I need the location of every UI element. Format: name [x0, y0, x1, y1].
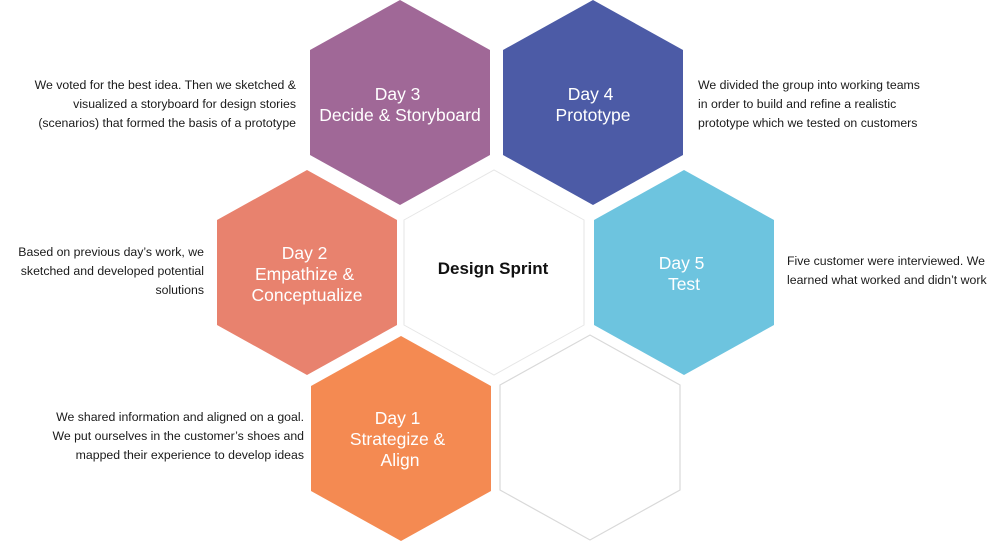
hex-day2 — [217, 170, 397, 375]
day4-desc-line1: We divided the group into working teams — [698, 78, 920, 92]
hex-center — [403, 169, 585, 376]
hex-day5-line2: Test — [668, 274, 700, 294]
hex-day5-label: Day 5 Test — [659, 253, 710, 294]
day4-desc-line3: prototype which we tested on customers — [698, 116, 918, 130]
hex-day2-line3: Conceptualize — [252, 285, 363, 305]
day2-desc-line1: Based on previous day’s work, we — [18, 245, 204, 259]
hex-day1-line1: Day 1 — [375, 408, 421, 428]
hex-day2-label: Day 2 Empathize & Conceptualize — [252, 243, 363, 305]
day3-desc-line2: visualized a storyboard for design stori… — [73, 97, 296, 111]
day3-desc-line1: We voted for the best idea. Then we sket… — [34, 78, 296, 92]
day3-desc-line3: (scenarios) that formed the basis of a p… — [38, 116, 296, 130]
day1-desc-line2: We put ourselves in the customer’s shoes… — [52, 429, 304, 443]
day4-description: We divided the group into working teams … — [698, 76, 920, 133]
day5-description: Five customer were interviewed. We learn… — [787, 252, 987, 290]
hex-day2-line2: Empathize & — [255, 264, 355, 284]
day1-description: We shared information and aligned on a g… — [52, 408, 304, 465]
hex-day3 — [310, 0, 490, 205]
hex-day4-line2: Prototype — [556, 105, 631, 125]
day5-desc-line1: Five customer were interviewed. We — [787, 254, 985, 268]
day4-desc-line2: in order to build and refine a realistic — [698, 97, 897, 111]
hex-day3-label: Day 3 Decide & Storyboard — [319, 84, 480, 125]
day5-desc-line2: learned what worked and didn’t work — [787, 273, 987, 287]
day2-description: Based on previous day’s work, we sketche… — [18, 243, 204, 300]
hex-day3-line1: Day 3 — [375, 84, 421, 104]
hex-empty — [499, 334, 681, 541]
day1-desc-line3: mapped their experience to develop ideas — [75, 448, 304, 462]
hex-day1 — [311, 336, 491, 541]
center-title: Design Sprint — [438, 259, 549, 278]
hex-day1-line2: Strategize & — [350, 429, 446, 449]
hex-day4-label: Day 4 Prototype — [556, 84, 631, 125]
hex-day1-label: Day 1 Strategize & Align — [350, 408, 450, 470]
hex-day1-line3: Align — [381, 450, 420, 470]
day2-desc-line3: solutions — [155, 283, 204, 297]
hex-day4 — [503, 0, 683, 205]
day3-description: We voted for the best idea. Then we sket… — [35, 76, 296, 133]
hex-day5 — [594, 170, 774, 375]
hex-day2-line1: Day 2 — [282, 243, 328, 263]
day2-desc-line2: sketched and developed potential — [20, 264, 204, 278]
hex-day5-line1: Day 5 — [659, 253, 705, 273]
hex-day3-line2: Decide & Storyboard — [319, 105, 480, 125]
day1-desc-line1: We shared information and aligned on a g… — [56, 410, 304, 424]
hex-day4-line1: Day 4 — [568, 84, 614, 104]
